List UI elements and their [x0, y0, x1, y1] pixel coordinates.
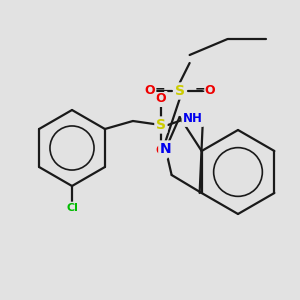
Text: O: O: [144, 85, 155, 98]
Text: NH: NH: [183, 112, 203, 125]
Text: N: N: [160, 142, 171, 156]
Text: =: =: [154, 83, 165, 97]
Text: S: S: [175, 84, 184, 98]
Text: =: =: [194, 83, 205, 97]
Text: O: O: [156, 92, 166, 106]
Text: O: O: [204, 85, 215, 98]
Text: Cl: Cl: [66, 203, 78, 213]
Text: S: S: [156, 118, 166, 132]
Text: O: O: [156, 145, 166, 158]
